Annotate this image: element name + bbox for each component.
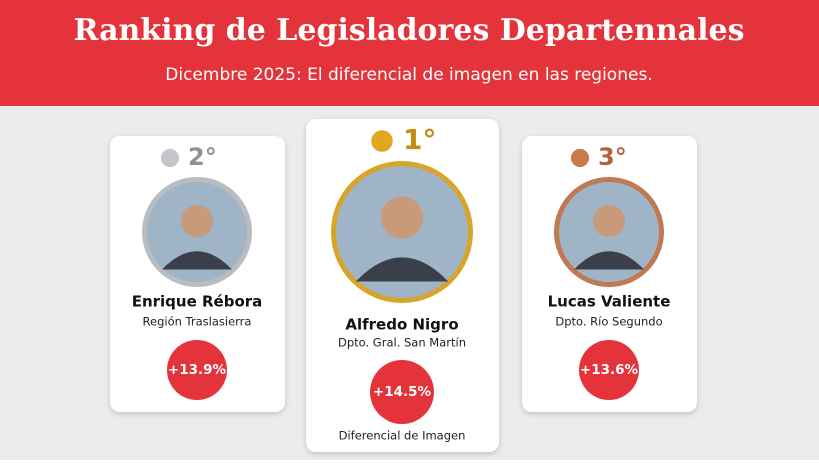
value-badge — [167, 340, 227, 400]
medal-icon — [568, 146, 592, 170]
medal-icon — [158, 146, 182, 170]
header-band — [0, 0, 819, 106]
rank: 3° — [598, 143, 627, 171]
name: Lucas Valiente — [548, 293, 671, 311]
value: +13.9% — [168, 362, 227, 378]
photo-head — [380, 196, 424, 239]
photo-head — [593, 205, 625, 237]
title: Ranking de Legisladores Departennales — [74, 13, 745, 48]
region: Región Traslasierra — [143, 315, 252, 329]
cards: 2° Enrique Rébora Región Traslasierra +13.9… — [110, 119, 697, 452]
photo-body — [574, 251, 644, 270]
photo-head — [181, 205, 213, 237]
subtitle: Dicembre 2025: El diferencial de imagen … — [165, 65, 652, 85]
name: Alfredo Nigro — [345, 316, 458, 334]
value: +13.6% — [580, 362, 639, 378]
rank: 1° — [403, 123, 436, 156]
value-badge — [579, 340, 639, 400]
photo-body — [162, 251, 232, 270]
value: +14.5% — [373, 384, 432, 400]
caption: Diferencial de Imagen — [339, 429, 466, 443]
value-badge — [370, 360, 434, 424]
region: Dpto. Gral. San Martín — [338, 336, 466, 350]
photo-body — [355, 257, 449, 282]
region: Dpto. Río Segundo — [555, 315, 662, 329]
medal-icon — [369, 128, 395, 154]
name: Enrique Rébora — [132, 293, 263, 311]
rank: 2° — [188, 143, 217, 171]
